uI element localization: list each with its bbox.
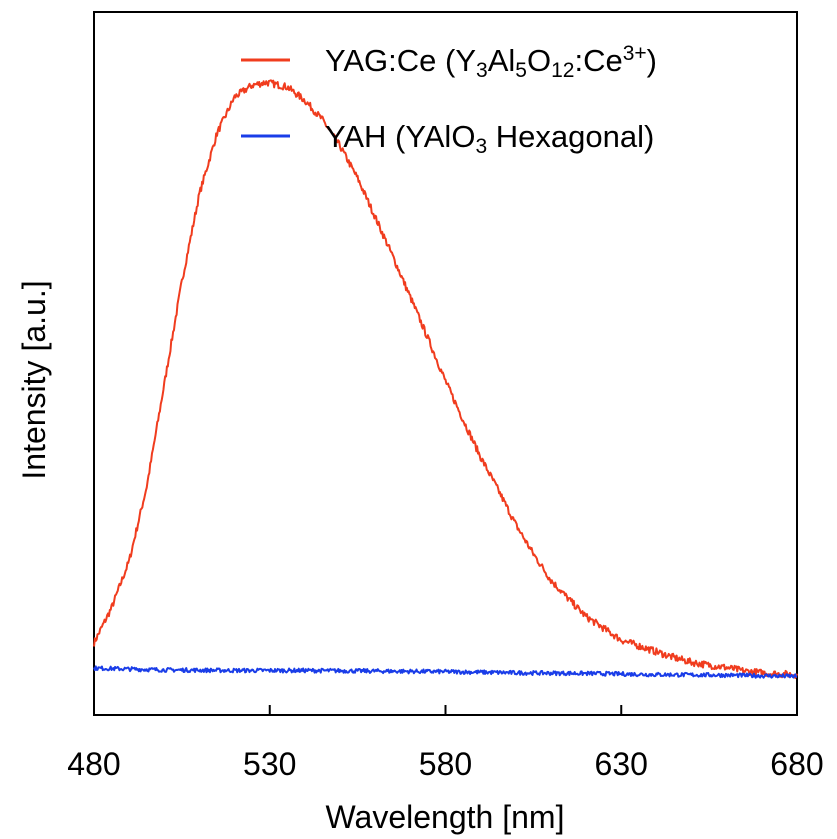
x-tick-label: 480 (67, 746, 120, 782)
legend: YAG:Ce (Y3Al5O12:Ce3+) YAH (YAlO3 Hexagon… (241, 42, 657, 158)
legend-label-0: YAG:Ce (Y3Al5O12:Ce3+) (325, 42, 657, 82)
x-axis-title: Wavelength [nm] (326, 799, 565, 835)
series-layer (93, 79, 798, 679)
x-tick-label: 680 (770, 746, 823, 782)
x-tick-label: 580 (419, 746, 472, 782)
x-axis-ticks: 480 530 580 630 680 (67, 705, 824, 782)
y-axis-title: Intensity [a.u.] (16, 280, 52, 479)
x-tick-label: 630 (595, 746, 648, 782)
series-line-1 (93, 665, 798, 679)
plot-frame (93, 11, 798, 716)
legend-label-1: YAH (YAlO3 Hexagonal) (325, 119, 654, 158)
x-tick-label: 530 (243, 746, 296, 782)
series-line-0 (93, 79, 798, 679)
